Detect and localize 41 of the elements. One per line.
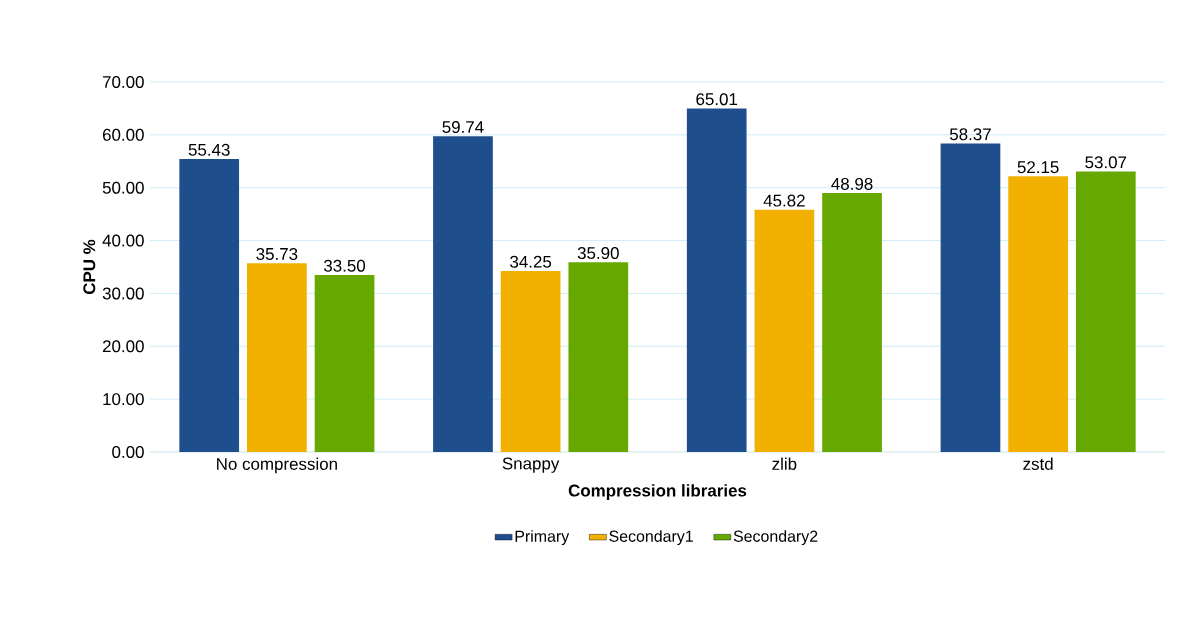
y-tick-label: 30.00: [102, 287, 144, 300]
legend-label: Secondary2: [733, 530, 818, 546]
bar: [1008, 176, 1068, 452]
bar: [822, 193, 882, 452]
y-tick-label: 0.00: [112, 446, 144, 458]
bar: [500, 270, 561, 452]
data-label: 35.90: [577, 247, 619, 260]
data-label: 53.07: [1085, 156, 1127, 169]
y-tick-label: 20.00: [102, 340, 144, 353]
data-label: 33.50: [323, 259, 366, 272]
data-label: 35.73: [256, 247, 298, 260]
data-label: 48.98: [831, 177, 873, 190]
y-tick-label: 40.00: [102, 234, 144, 247]
bar: [754, 209, 815, 452]
x-tick-label: Snappy: [502, 457, 560, 473]
x-tick-label: No compression: [217, 457, 337, 474]
data-label: 34.25: [510, 255, 552, 268]
legend-label: Secondary1: [609, 530, 693, 546]
bar: [686, 108, 747, 452]
x-tick-label: zlib: [772, 457, 797, 470]
data-label: 65.01: [696, 93, 738, 106]
legend-label: Primary: [515, 530, 570, 546]
data-label: 58.37: [949, 128, 991, 141]
bar: [1075, 171, 1136, 452]
bar: [247, 263, 307, 452]
bar: [314, 274, 375, 452]
data-label: 55.43: [188, 143, 230, 156]
bar: [940, 143, 1001, 452]
y-axis-title: CPU %: [83, 239, 96, 295]
bar: [179, 159, 240, 452]
x-axis-title: Compression libraries: [568, 484, 747, 500]
x-tick-label: zstd: [1023, 457, 1053, 470]
bar: [433, 136, 493, 452]
y-tick-label: 70.00: [102, 76, 144, 88]
data-label: 59.74: [442, 121, 484, 134]
data-label: 52.15: [1017, 161, 1059, 174]
y-tick-label: 60.00: [102, 128, 144, 141]
data-label: 45.82: [763, 194, 805, 207]
bar: [568, 262, 629, 452]
y-tick-label: 10.00: [103, 393, 144, 406]
y-tick-label: 50.00: [102, 181, 144, 194]
